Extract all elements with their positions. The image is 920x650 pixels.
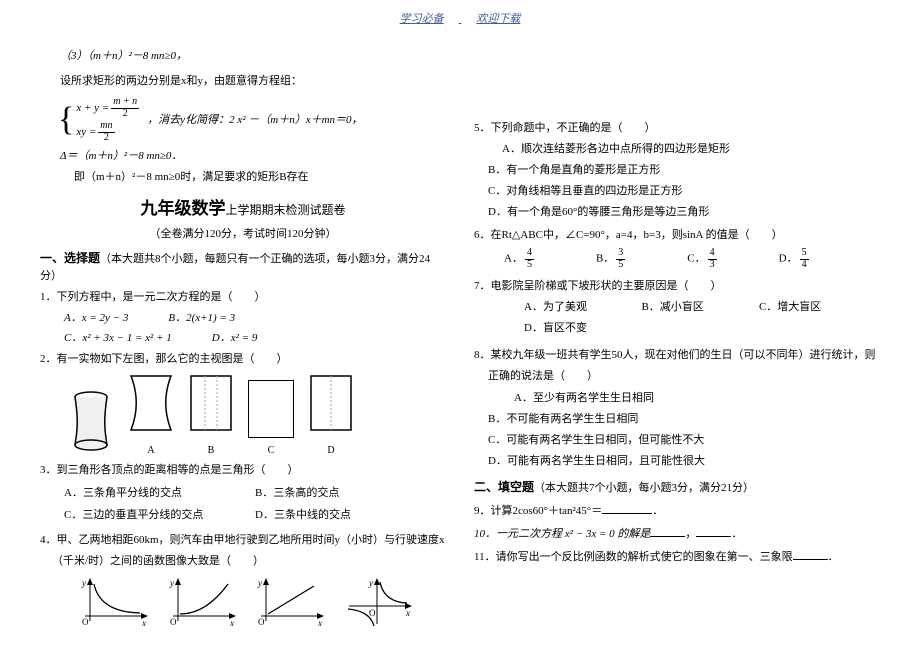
q7-c: C．增大盲区 xyxy=(759,299,876,316)
exam-title: 九年级数学上学期期末检测试题卷 xyxy=(40,196,446,222)
q6-d: D．54 xyxy=(779,248,811,270)
svg-text:y: y xyxy=(169,578,174,588)
q2-object xyxy=(68,390,114,458)
q6-c: C．43 xyxy=(687,248,718,270)
svg-text:y: y xyxy=(257,578,262,588)
q1-d: D．x² = 9 xyxy=(212,330,258,347)
q5-stem: 5．下列命题中，不正确的是（ ） xyxy=(474,120,880,137)
q7-opts: A．为了美观 B．减小盲区 C．增大盲区 D．盲区不变 xyxy=(524,299,880,337)
q2-stem: 2．有一实物如下左图，那么它的主视图是（ ） xyxy=(40,351,446,368)
svg-text:x: x xyxy=(317,618,322,628)
set-rect: 设所求矩形的两边分别是x和y，由题意得方程组： xyxy=(40,73,446,90)
q7-d: D．盲区不变 xyxy=(524,320,641,337)
q4-graph-a: y x O xyxy=(80,576,150,628)
svg-text:O: O xyxy=(82,617,89,627)
section-2-heading: 二、填空题（本大题共7个小题，每小题3分，满分21分） xyxy=(474,478,880,497)
q3-b: B．三条高的交点 xyxy=(255,485,446,502)
q6-stem: 6．在Rt△ABC中，∠C=90°，a=4，b=3，则sinA 的值是（ ） xyxy=(474,227,880,244)
q3-d: D．三条中线的交点 xyxy=(255,507,446,524)
exam-subtitle: （全卷满分120分，考试时间120分钟） xyxy=(40,226,446,243)
q1-b: B．2(x+1) = 3 xyxy=(168,310,235,327)
q1-opts-row2: C．x² + 3x − 1 = x² + 1 D．x² = 9 xyxy=(64,330,446,347)
q6-b: B．35 xyxy=(596,248,627,270)
q8-c: C．可能有两名学生生日相同，但可能性不大 xyxy=(474,432,880,449)
q8-stem1: 8．某校九年级一班共有学生50人，现在对他们的生日（可以不同年）进行统计，则 xyxy=(474,347,880,364)
q5-b: B．有一个角是直角的菱形是正方形 xyxy=(474,162,880,179)
q2-opt-a: A xyxy=(128,374,174,459)
q8-stem2: 正确的说法是（ ） xyxy=(474,368,880,385)
q4-graphs: y x O y x O y x O y x O xyxy=(80,576,446,628)
right-column: 5．下列命题中，不正确的是（ ） A．顺次连结菱形各边中点所得的四边形是矩形 B… xyxy=(474,44,880,628)
q11: 11．请你写出一个反比例函数的解析式使它的图象在第一、三象限． xyxy=(474,549,880,566)
q9-blank xyxy=(602,503,652,514)
q8-d: D．可能有两名学生生日相同，且可能性很大 xyxy=(474,453,880,470)
eliminate: ，消去y化简得：2 x² －（m＋n）x＋mn＝0， xyxy=(147,112,362,129)
svg-text:O: O xyxy=(170,617,177,627)
q8-b: B．不可能有两名学生生日相同 xyxy=(474,411,880,428)
q10-blank2 xyxy=(696,526,731,537)
svg-text:x: x xyxy=(405,608,410,618)
q4-stem1: 4．甲、乙两地相距60km，则汽车由甲地行驶到乙地所用时间y（小时）与行驶速度x xyxy=(40,532,446,549)
q3-a: A．三条角平分线的交点 xyxy=(64,485,255,502)
q10: 10．一元二次方程 x² − 3x = 0 的解是，． xyxy=(474,526,880,543)
q7-b: B．减小盲区 xyxy=(641,299,758,316)
q4-graph-b: y x O xyxy=(168,576,238,628)
q5-d: D．有一个角是60°的等腰三角形是等边三角形 xyxy=(474,204,880,221)
q4-graph-c: y x O xyxy=(256,576,326,628)
q11-blank xyxy=(793,549,828,560)
q4-stem2: （千米/时）之间的函数图像大致是（ ） xyxy=(40,553,446,570)
svg-text:x: x xyxy=(229,618,234,628)
left-column: （3）（m＋n）²－8 mn≥0， 设所求矩形的两边分别是x和y，由题意得方程组… xyxy=(40,44,446,628)
q3-opts: A．三条角平分线的交点 B．三条高的交点 C．三边的垂直平分线的交点 D．三条中… xyxy=(64,483,446,525)
section-1-heading: 一、选择题（本大题共8个小题，每题只有一个正确的选项，每小题3分，满分24分） xyxy=(40,249,446,285)
header-right: 欢迎下载 xyxy=(476,13,520,25)
svg-text:x: x xyxy=(141,618,146,628)
q3-stem: 3．到三角形各顶点的距离相等的点是三角形（ ） xyxy=(40,462,446,479)
q10-blank1 xyxy=(650,526,685,537)
q2-shapes: A B C D xyxy=(68,374,446,459)
delta: Δ＝（m＋n）²－8 mn≥0． xyxy=(40,148,446,165)
q2-opt-d: D xyxy=(308,374,354,459)
svg-text:y: y xyxy=(368,578,373,588)
thus: 即（m＋n）²－8 mn≥0时，满足要求的矩形B存在 xyxy=(40,169,446,186)
q9: 9．计算2cos60°＋tan²45°＝． xyxy=(474,503,880,520)
eq2-lhs: xy = xyxy=(76,124,96,141)
svg-text:O: O xyxy=(369,608,376,618)
q5-c: C．对角线相等且垂直的四边形是正方形 xyxy=(474,183,880,200)
q1-stem: 1．下列方程中，是一元二次方程的是（ ） xyxy=(40,289,446,306)
q2-opt-c: C xyxy=(248,380,294,459)
q6-opts: A．45 B．35 C．43 D．54 xyxy=(504,248,880,270)
header-left: 学习必备 xyxy=(400,13,444,25)
svg-text:y: y xyxy=(81,578,86,588)
svg-text:O: O xyxy=(258,617,265,627)
q1-c: C．x² + 3x − 1 = x² + 1 xyxy=(64,330,172,347)
q4-graph-d: y x O xyxy=(344,576,414,628)
eq1-lhs: x + y = xyxy=(76,100,109,117)
q7-a: A．为了美观 xyxy=(524,299,641,316)
q3-c: C．三边的垂直平分线的交点 xyxy=(64,507,255,524)
q6-a: A．45 xyxy=(504,248,536,270)
cond-3: （3）（m＋n）²－8 mn≥0， xyxy=(40,48,446,65)
content-columns: （3）（m＋n）²－8 mn≥0， 设所求矩形的两边分别是x和y，由题意得方程组… xyxy=(0,26,920,628)
page-header: 学习必备 欢迎下载 xyxy=(0,0,920,26)
q2-opt-b: B xyxy=(188,374,234,459)
equation-system: { x + y = m + n2 xy = mn2 ，消去y化简得：2 x² －… xyxy=(58,96,446,144)
q8-a: A．至少有两名学生生日相同 xyxy=(474,390,880,407)
q1-opts-row1: A．x = 2y − 3 B．2(x+1) = 3 xyxy=(64,310,446,327)
q5-a: A．顺次连结菱形各边中点所得的四边形是矩形 xyxy=(474,141,880,158)
brace-icon: { xyxy=(58,103,74,137)
q1-a: A．x = 2y − 3 xyxy=(64,310,128,327)
q7-stem: 7．电影院呈阶梯或下坡形状的主要原因是（ ） xyxy=(474,278,880,295)
